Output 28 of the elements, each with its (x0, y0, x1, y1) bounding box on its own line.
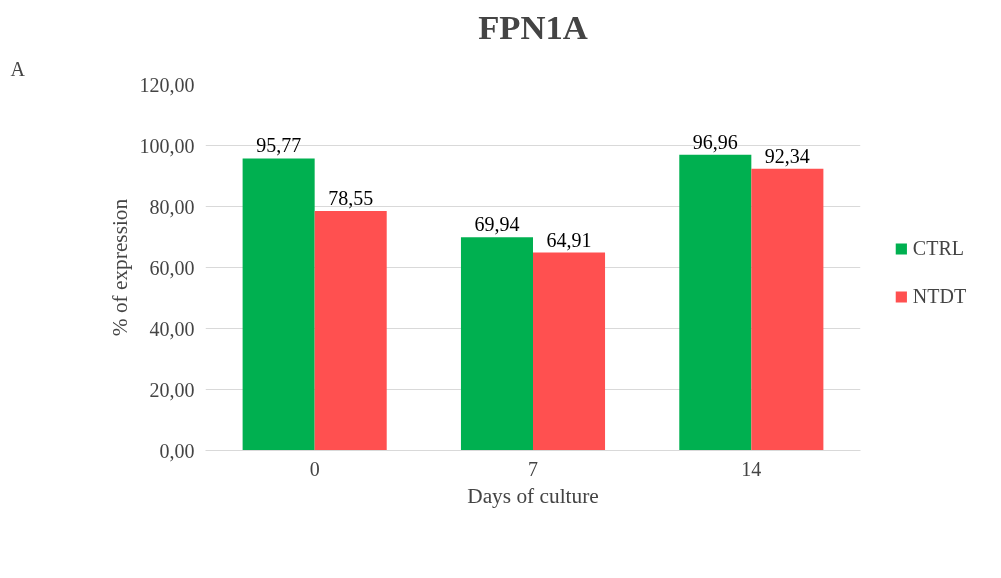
bar (460, 237, 533, 451)
data-label: 64,91 (546, 228, 592, 251)
y-tick-label: 80,00 (149, 195, 195, 218)
y-tick-label: 100,00 (139, 134, 195, 157)
bar (314, 210, 387, 451)
y-tick-label: 120,00 (139, 73, 195, 96)
y-tick-label: 40,00 (149, 317, 195, 340)
x-tick-label: 0 (309, 457, 320, 480)
bar (679, 154, 752, 451)
data-label: 78,55 (328, 186, 374, 209)
x-tick-label: 14 (741, 457, 762, 480)
y-tick-label: 20,00 (149, 378, 195, 401)
data-label: 96,96 (692, 130, 738, 153)
bar (751, 168, 824, 451)
data-label: 95,77 (256, 134, 302, 157)
y-axis-title: % of expression (107, 198, 132, 337)
y-tick-label: 0,00 (159, 439, 195, 462)
chart-title: FPN1A (478, 7, 588, 46)
x-tick-label: 7 (528, 457, 538, 480)
text: A (10, 57, 26, 80)
bar (533, 252, 606, 451)
y-tick-label: 60,00 (149, 256, 195, 279)
data-label: 69,94 (474, 213, 520, 236)
x-axis-title: Days of culture (467, 483, 599, 508)
data-label: 92,34 (764, 144, 810, 167)
legend-label: CTRL (912, 236, 964, 260)
bar (242, 158, 315, 451)
legend-label: NTDT (912, 284, 967, 308)
